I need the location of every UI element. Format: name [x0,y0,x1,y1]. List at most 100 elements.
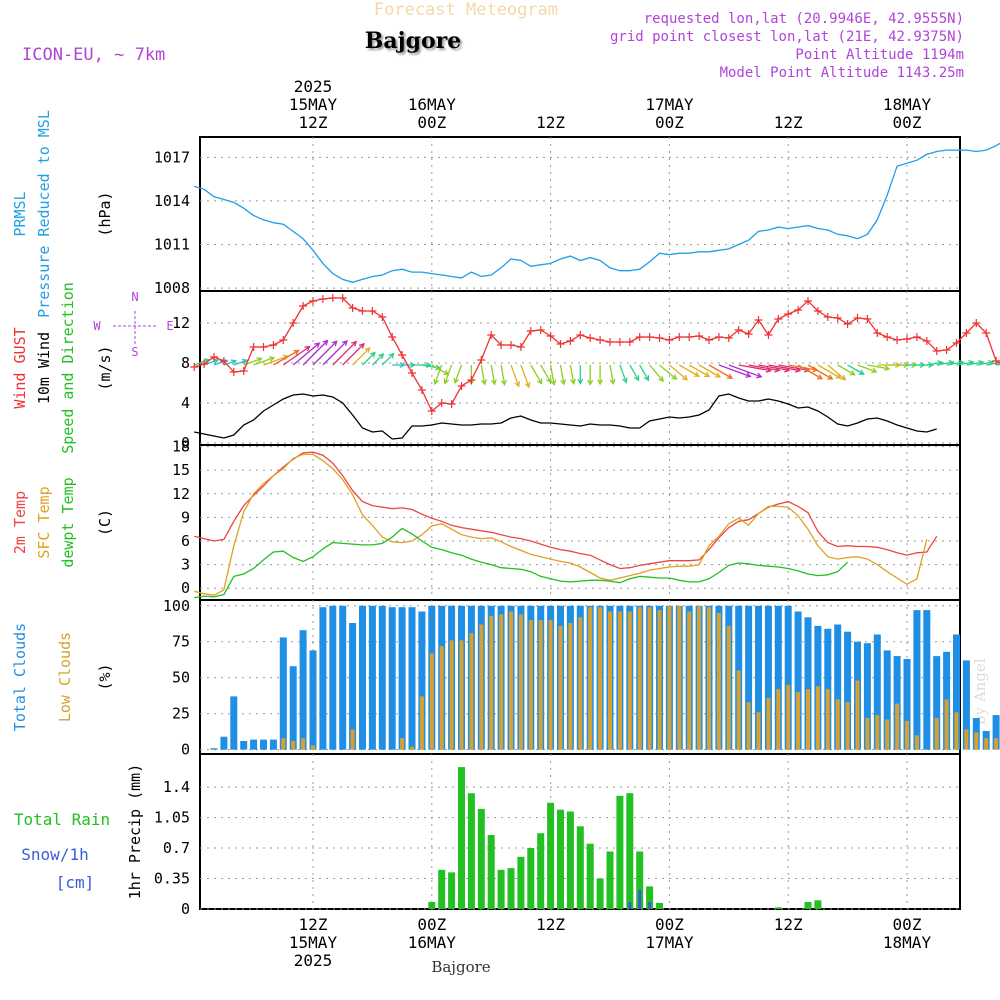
gust-marker [744,330,753,338]
model-label: ICON-EU, ~ 7km [22,45,165,65]
wind-arrow [510,364,520,387]
bar2-clouds [400,738,405,750]
bar2-clouds [558,625,563,750]
bar-clouds [269,739,277,750]
model-altitude: Model Point Altitude 1143.25m [720,65,964,81]
bar-clouds [755,605,762,750]
y-tick-label: 1011 [154,236,190,254]
wind-arrow [454,364,463,384]
wind-arrow-head [358,342,365,349]
bar-clouds [289,666,297,750]
bar-precip [438,869,446,909]
top-tick-label: 15MAY [289,95,338,114]
bar-clouds [349,623,357,750]
gust-marker [200,360,209,368]
bar2-clouds [647,607,652,750]
wind-arrow-head [726,373,734,379]
temp-frame [199,444,961,601]
gust-marker [685,333,694,341]
bar-clouds [863,643,871,750]
bar2-clouds [311,745,315,750]
bar2-clouds [726,625,731,750]
bar2-clouds [885,719,890,750]
bar-precip [517,856,525,909]
bar-clouds [368,605,376,750]
wind-arrow [530,364,543,384]
bar-clouds [992,715,1000,750]
gust-marker [408,369,416,377]
wind-arrow [659,364,677,380]
wind-arrow [223,360,236,366]
bottom-tick-label: 12Z [299,915,328,934]
bar-clouds [903,659,911,750]
bar2-clouds [598,607,603,750]
wind-arrow [758,364,790,372]
bar2-clouds [528,620,533,750]
panel-temp: 0 3 6 9 12 15 18 2m Temp SFC Temp dewpt Temp (C) [11,438,961,601]
wind-arrow-head [256,357,263,363]
wind-arrow [312,340,338,366]
wind-arrow [748,364,780,372]
bar-precip [656,902,663,909]
wind-arrow-head [546,377,552,384]
wind-arrow [619,364,627,383]
wind-arrow-head [577,378,584,385]
gust-marker [338,294,347,302]
gust-marker [318,295,327,303]
bar-precip [814,900,822,909]
bar-clouds [774,605,782,750]
wind-arrow [233,359,248,366]
panel-wind: 0 4 8 12 Wind GUST 10m Wind Speed and Directio… [11,282,1000,454]
y-tick-label: 1017 [154,148,190,166]
bar-clouds [844,631,852,750]
wind-arrow-head [514,381,521,388]
bar-precip [458,767,465,909]
gust-marker [942,346,951,354]
wind-arrow [807,364,833,380]
gust-marker [210,353,218,361]
wind-arrow-head [453,377,460,385]
wind-arrow [778,364,809,372]
gust-marker [734,326,743,334]
bar-precip [448,872,456,909]
wind-arrow-head [351,340,358,347]
gust-marker [695,332,704,340]
y-tick-label: 25 [172,705,190,723]
bar-precip [596,878,604,909]
bar-precip [616,795,624,909]
bottom-tick-label: 18MAY [883,933,932,952]
wind-arrow-head [671,374,678,381]
bar2-clouds [657,610,662,750]
wind-arrow [867,364,890,370]
bar-clouds [913,610,921,750]
bar2-clouds [875,715,880,750]
gust-marker [417,386,426,394]
location-title: Bajgore [365,28,461,54]
compass-s: S [131,345,138,359]
bar-precip [626,793,634,909]
wind-arrow [678,364,700,377]
bar2-clouds [756,712,761,750]
gust-marker [912,333,921,341]
wind-arrow [609,364,614,384]
bar2-clouds [855,680,860,750]
series-sfc-temp [194,453,928,596]
gust-marker [378,313,387,321]
bar-precip [507,868,515,909]
gust-marker [358,307,367,315]
top-tick-label: 00Z [893,113,922,132]
wind-arrow [718,364,751,378]
bar2-clouds [667,605,672,750]
y-tick-label: 100 [163,597,190,615]
wind-arrow [362,352,376,366]
wind-arrow [698,364,721,378]
wind-arrow-head [745,372,752,378]
bar2-clouds [914,735,919,750]
bottom-tick-label: 2025 [294,951,333,970]
bottom-tick-label: 17MAY [645,933,694,952]
gust-marker [813,307,822,315]
y-tick-label: 12 [172,485,190,503]
gust-marker [427,407,436,415]
gust-marker [714,333,723,341]
compass-cross [113,311,157,344]
